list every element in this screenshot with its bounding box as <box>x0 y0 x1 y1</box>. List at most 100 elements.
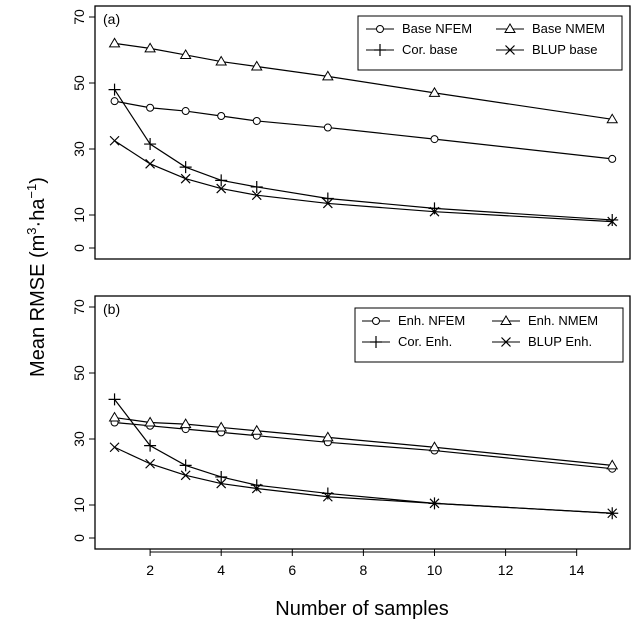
x-tick-label: 4 <box>217 562 225 578</box>
legend-label: Cor. Enh. <box>398 334 452 349</box>
data-point <box>321 70 334 81</box>
panel-a-legend-box <box>357 15 623 71</box>
legend-marker <box>374 44 386 56</box>
data-point <box>321 487 334 500</box>
data-point <box>606 113 619 124</box>
series-line <box>114 399 613 514</box>
data-point <box>217 112 226 120</box>
legend-marker <box>504 23 516 33</box>
data-point <box>216 478 227 489</box>
y-tick-label: 70 <box>71 9 87 25</box>
series-line <box>114 140 613 223</box>
data-point <box>145 458 156 469</box>
data-point <box>321 431 334 442</box>
legend-label: Base NMEM <box>532 21 605 36</box>
panel-b-legend: Enh. NFEM Enh. NMEM Cor. Enh. BLUP Enh. <box>354 307 624 363</box>
data-point <box>215 421 228 432</box>
y-tick-label: 10 <box>71 207 87 223</box>
y-tick-label: 70 <box>71 299 87 315</box>
data-point <box>606 213 619 226</box>
data-point <box>606 459 619 470</box>
data-point <box>251 483 262 494</box>
series-line <box>114 446 613 514</box>
legend-label: Base NFEM <box>402 21 472 36</box>
data-point <box>429 498 440 509</box>
data-point <box>179 459 192 472</box>
legend-marker <box>372 317 380 325</box>
data-point <box>215 174 228 187</box>
data-point <box>216 183 227 194</box>
data-point <box>215 470 228 483</box>
data-point <box>145 158 156 169</box>
data-point <box>179 161 192 174</box>
data-point <box>181 107 190 116</box>
legend-marker <box>505 45 515 55</box>
data-point <box>608 154 617 163</box>
panel-b: (b) 0 10 30 50 70 Enh. NFEM Enh. NMEM Cor. Enh… <box>71 295 631 550</box>
legend-marker <box>500 315 512 325</box>
x-tick-label: 6 <box>288 562 296 578</box>
data-point <box>250 60 263 71</box>
y-tick-label: 0 <box>71 244 87 252</box>
data-point <box>108 411 121 422</box>
data-point <box>109 135 120 146</box>
series-line <box>114 89 613 221</box>
data-point <box>144 138 157 151</box>
data-point <box>607 216 618 227</box>
x-tick-label: 10 <box>427 562 443 578</box>
data-point <box>607 508 618 519</box>
data-point <box>144 42 156 53</box>
data-point <box>251 190 262 201</box>
y-tick-label: 10 <box>71 497 87 513</box>
data-point <box>428 86 441 97</box>
data-point <box>180 470 191 481</box>
data-point <box>180 173 191 184</box>
y-tick-label: 50 <box>71 75 87 91</box>
legend-marker <box>501 337 511 347</box>
series-line <box>114 421 613 470</box>
y-tick-label: 30 <box>71 431 87 447</box>
data-point <box>321 192 334 205</box>
data-point <box>430 135 439 144</box>
x-axis: 2 4 6 8 10 12 14 <box>146 549 585 578</box>
data-point <box>428 441 441 452</box>
y-tick-label: 30 <box>71 141 87 157</box>
panel-b-tag: (b) <box>103 301 120 317</box>
panel-a-frame <box>94 5 631 260</box>
y-axis-title: Mean RMSE (m3·ha−1) <box>24 177 49 377</box>
panel-b-y-axis: 0 10 30 50 70 <box>71 299 95 542</box>
data-point <box>428 202 441 215</box>
data-point <box>322 491 333 502</box>
legend-label: Enh. NFEM <box>398 313 465 328</box>
series-line <box>114 100 613 160</box>
data-point <box>323 123 332 132</box>
panel-a: (a) 0 10 30 50 70 Base NFEM Base NMEM Cor. bas… <box>71 5 631 260</box>
data-point <box>179 48 192 59</box>
x-tick-label: 12 <box>498 562 514 578</box>
panel-a-y-axis: 0 10 30 50 70 <box>71 9 95 252</box>
data-point <box>250 180 263 193</box>
legend-label: Cor. base <box>402 42 458 57</box>
x-tick-label: 14 <box>569 562 585 578</box>
panel-a-tag: (a) <box>103 11 120 27</box>
series-line <box>114 416 613 466</box>
panel-a-legend: Base NFEM Base NMEM Cor. base BLUP base <box>357 15 623 71</box>
legend-marker <box>376 25 384 33</box>
data-point <box>179 418 192 429</box>
legend-label: Enh. NMEM <box>528 313 598 328</box>
legend-marker <box>370 336 382 348</box>
data-point <box>144 439 157 452</box>
data-point <box>110 97 119 106</box>
data-point <box>108 393 121 406</box>
data-point <box>146 103 155 112</box>
data-point <box>109 442 120 453</box>
data-point <box>108 37 121 48</box>
panel-b-series <box>108 393 619 520</box>
data-point <box>252 116 261 125</box>
y-tick-label: 50 <box>71 365 87 381</box>
panel-a-series <box>108 37 619 227</box>
y-tick-label: 0 <box>71 534 87 542</box>
data-point <box>144 416 156 427</box>
x-tick-label: 2 <box>146 562 154 578</box>
